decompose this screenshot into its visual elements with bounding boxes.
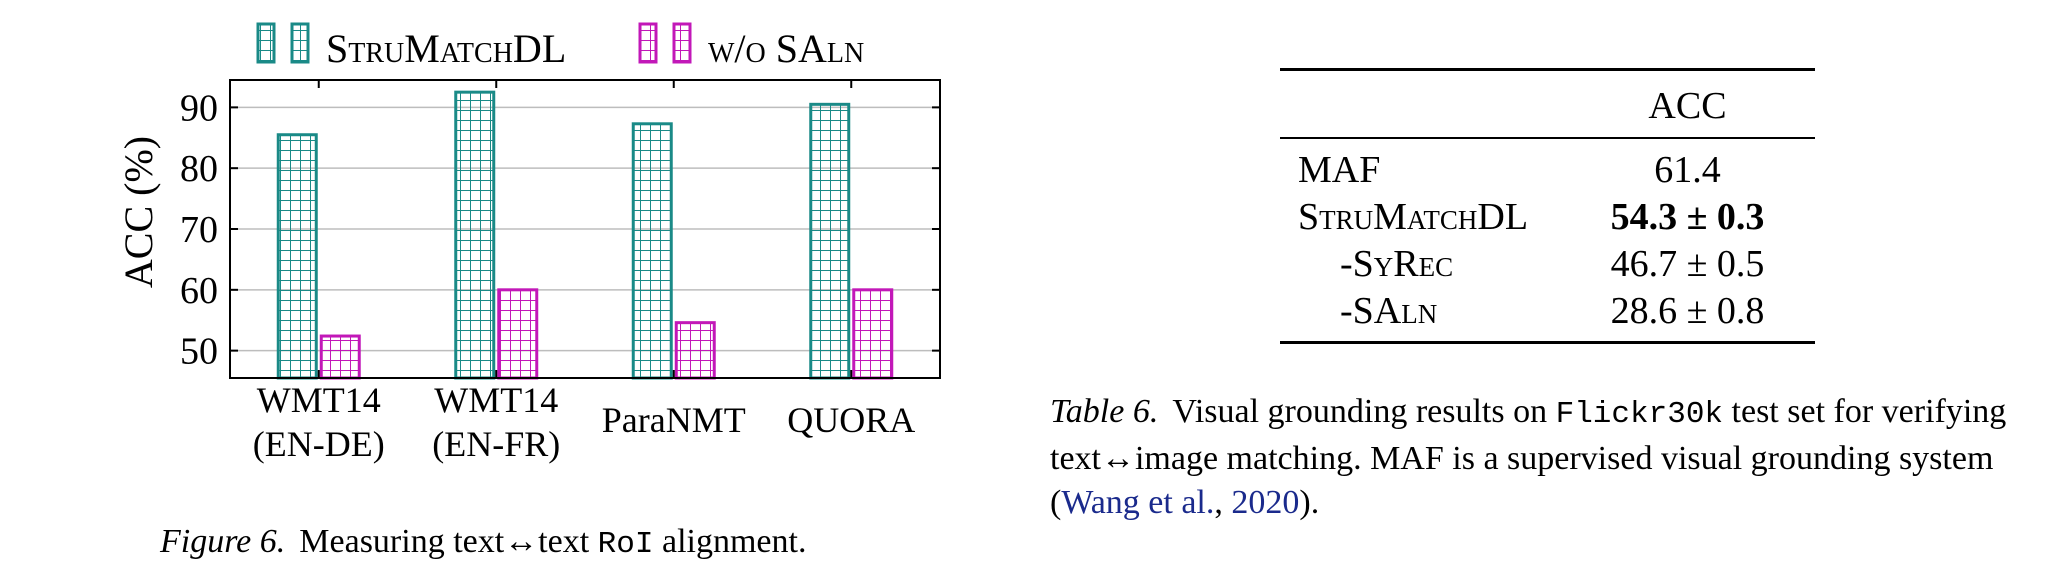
x-tick-label: ParaNMT [602,400,746,440]
x-tick-label: (EN-FR) [432,424,560,464]
table-row: -SAln 28.6 ± 0.8 [1280,288,1815,335]
caption-code: Flickr30k [1555,397,1724,432]
y-tick-label: 70 [180,209,218,251]
y-tick-label: 90 [180,87,218,129]
x-tick-label: QUORA [787,400,915,440]
bar-wo-saln [319,334,361,380]
x-tick-label: (EN-DE) [253,424,385,464]
results-table: ACC MAF 61.4 StruMatchDL 54.3 ± 0.3 -SyRec… [1280,68,1815,344]
caption-text: Visual grounding results on [1172,393,1556,430]
y-tick-label: 60 [180,270,218,312]
bar-wo-saln [497,288,539,380]
caption-text-end: alignment. [653,523,807,560]
row-name: -SAln [1340,290,1438,332]
legend-swatch-wo-saln [638,22,658,64]
table-bottom-rule [1280,341,1815,344]
bar-strumatchdl [631,122,673,380]
y-ticks: 50 60 70 80 90 [180,87,940,373]
bars [276,90,894,380]
caption-text-middle: test set for verifying text↔image matchi… [1050,393,2007,521]
y-axis-label: ACC (%) [116,136,161,288]
legend-label-wo-saln: w/o SAln [708,26,864,71]
legend-swatch-strumatchdl [290,22,310,64]
bar-wo-saln [674,321,716,380]
row-value: 46.7 ± 0.5 [1610,243,1765,285]
legend-swatch-strumatchdl [256,22,276,64]
table-top-rule [1280,68,1815,71]
bar-strumatchdl [276,133,318,380]
row-value: 54.3 ± 0.3 [1610,196,1765,238]
caption-code: RoI [597,527,654,562]
figure-caption: Figure 6. Measuring text↔text RoI alignme… [160,520,806,567]
legend: StruMatchDL w/o SAln [256,22,864,71]
legend-swatch-wo-saln [672,22,692,64]
citation-link[interactable]: Wang et al. [1061,484,1215,521]
table-row: StruMatchDL 54.3 ± 0.3 [1280,194,1815,241]
x-tick-label: WMT14 [434,380,558,420]
bar-wo-saln [852,288,894,380]
y-tick-label: 80 [180,148,218,190]
bar-strumatchdl [809,102,851,380]
caption-text: Measuring text↔text [299,523,598,560]
table-header-row: ACC [1280,71,1815,137]
table-row: MAF 61.4 [1280,147,1815,194]
caption-text-end: ). [1299,484,1320,521]
table-mid-rule [1280,137,1815,139]
x-tick-label: WMT14 [257,380,381,420]
table-row: -SyRec 46.7 ± 0.5 [1280,241,1815,288]
table-header-empty [1280,71,1560,137]
row-name: MAF [1298,149,1381,191]
table-header-acc: ACC [1648,85,1727,127]
row-name: StruMatchDL [1298,196,1529,238]
row-value: 61.4 [1654,149,1721,191]
x-ticks: WMT14(EN-DE)WMT14(EN-FR)ParaNMT QUORA [253,80,915,464]
row-name: -SyRec [1340,243,1454,285]
figure-label: Figure 6. [160,523,286,560]
table-label: Table 6. [1050,393,1159,430]
row-value: 28.6 ± 0.8 [1610,290,1765,332]
table-caption: Table 6. Visual grounding results on Flic… [1050,390,2030,525]
y-tick-label: 50 [180,331,218,373]
citation-separator: , [1214,484,1232,521]
citation-year-link[interactable]: 2020 [1231,484,1300,521]
legend-label-strumatchdl: StruMatchDL [326,26,566,71]
bar-strumatchdl [454,90,496,380]
